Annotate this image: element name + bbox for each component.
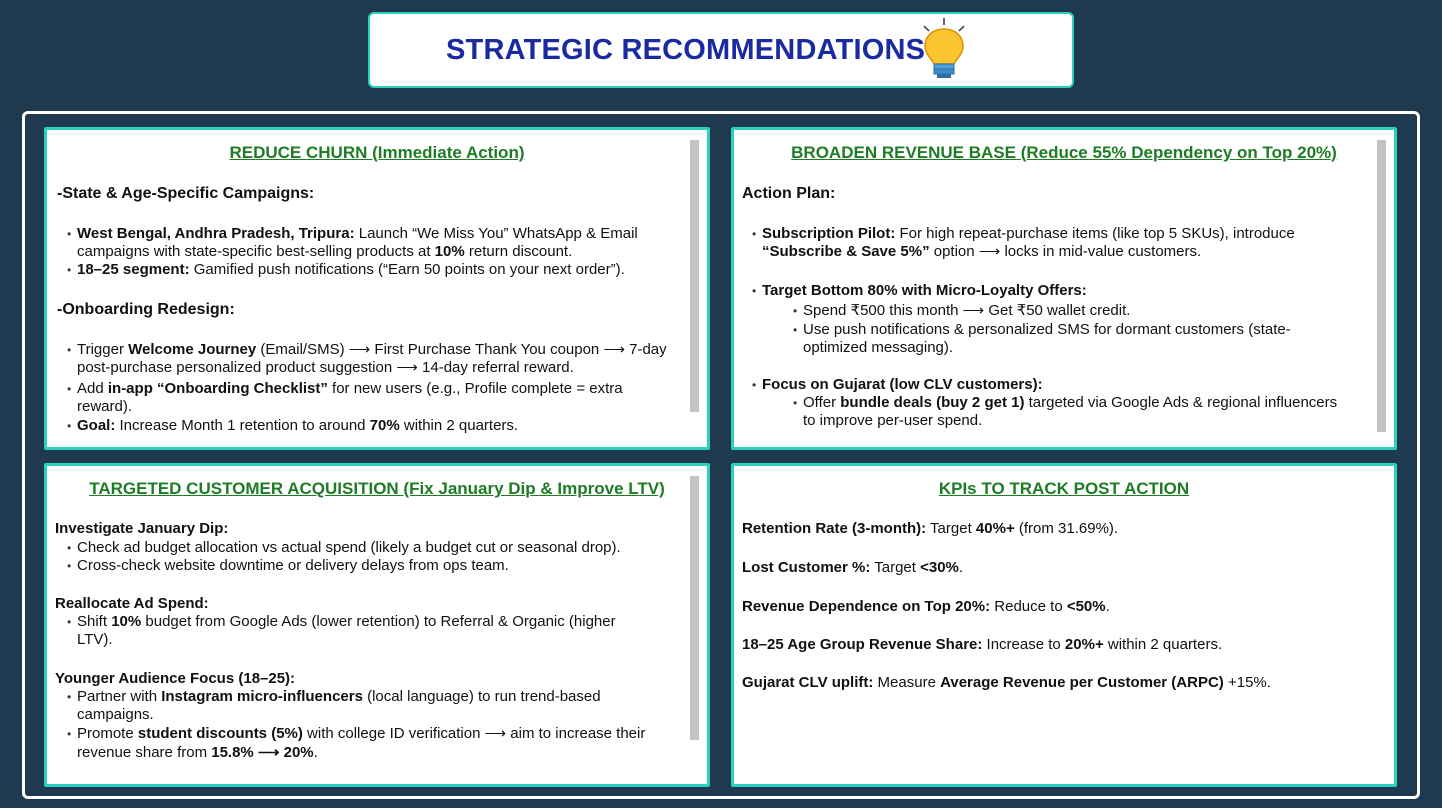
section-heading: Younger Audience Focus (18–25): <box>55 670 296 687</box>
list-item-cont: “Subscribe & Save 5%” option ⟶ locks in … <box>762 243 1202 260</box>
bullet-icon: • <box>67 419 72 433</box>
bullet-icon: • <box>67 559 72 573</box>
card-title: BROADEN REVENUE BASE (Reduce 55% Depende… <box>791 143 1337 162</box>
card-title: KPIs TO TRACK POST ACTION <box>938 479 1190 498</box>
bullet-icon: • <box>752 284 757 298</box>
section-heading: Reallocate Ad Spend: <box>55 595 209 612</box>
list-item: Add in-app “Onboarding Checklist” for ne… <box>77 380 623 397</box>
list-item: Focus on Gujarat (low CLV customers): <box>762 376 1043 393</box>
sub-list-item-cont: optimized messaging). <box>803 339 954 356</box>
reduce-churn-card: REDUCE CHURN (Immediate Action) -State &… <box>44 127 710 450</box>
bullet-icon: • <box>67 263 72 277</box>
kpi-item: 18–25 Age Group Revenue Share: Increase … <box>742 636 1223 653</box>
sub-list-item: Spend ₹500 this month ⟶ Get ₹50 wallet c… <box>803 302 1131 319</box>
scrollbar[interactable] <box>1377 140 1386 432</box>
bullet-icon: • <box>67 382 72 396</box>
content-frame <box>22 111 1420 799</box>
scrollbar[interactable] <box>690 140 699 412</box>
list-item: 18–25 segment: Gamified push notificatio… <box>77 261 625 278</box>
bullet-icon: • <box>67 227 72 241</box>
list-item-cont: LTV). <box>77 631 113 648</box>
list-item-cont: campaigns. <box>77 706 154 723</box>
lightbulb-icon <box>923 18 965 78</box>
kpis-card: KPIs TO TRACK POST ACTION Retention Rate… <box>731 463 1397 787</box>
bullet-icon: • <box>67 343 72 357</box>
section-heading: -State & Age-Specific Campaigns: <box>57 185 315 202</box>
list-item: Promote student discounts (5%) with coll… <box>77 725 646 742</box>
list-item: Shift 10% budget from Google Ads (lower … <box>77 613 616 630</box>
list-item: West Bengal, Andhra Pradesh, Tripura: La… <box>77 225 638 242</box>
kpi-item: Lost Customer %: Target <30%. <box>742 559 964 576</box>
section-heading: -Onboarding Redesign: <box>57 301 235 318</box>
list-item: Trigger Welcome Journey (Email/SMS) ⟶ Fi… <box>77 341 667 358</box>
card-title: REDUCE CHURN (Immediate Action) <box>229 143 525 162</box>
bullet-icon: • <box>752 378 757 392</box>
bullet-icon: • <box>793 304 798 318</box>
section-heading: Action Plan: <box>742 185 836 202</box>
kpi-item: Gujarat CLV uplift: Measure Average Reve… <box>742 674 1271 691</box>
sub-list-item-cont: to improve per-user spend. <box>803 412 983 429</box>
bullet-icon: • <box>793 396 798 410</box>
sub-list-item: Use push notifications & personalized SM… <box>803 321 1291 338</box>
bullet-icon: • <box>67 727 72 741</box>
list-item: Subscription Pilot: For high repeat-purc… <box>762 225 1295 242</box>
list-item: Goal: Increase Month 1 retention to arou… <box>77 417 519 434</box>
list-item-cont: campaigns with state-specific best-selli… <box>77 243 573 260</box>
section-heading: Investigate January Dip: <box>55 520 229 537</box>
sub-list-item: Offer bundle deals (buy 2 get 1) targete… <box>803 394 1338 411</box>
page-title: STRATEGIC RECOMMENDATIONS <box>446 34 926 66</box>
list-item: Check ad budget allocation vs actual spe… <box>77 539 621 556</box>
list-item-cont: reward). <box>77 398 133 415</box>
list-item-cont: post-purchase personalized product sugge… <box>77 359 574 376</box>
bullet-icon: • <box>67 615 72 629</box>
kpi-item: Retention Rate (3-month): Target 40%+ (f… <box>742 520 1119 537</box>
list-item: Target Bottom 80% with Micro-Loyalty Off… <box>762 282 1087 299</box>
bullet-icon: • <box>793 323 798 337</box>
list-item: Partner with Instagram micro-influencers… <box>77 688 601 705</box>
bullet-icon: • <box>752 227 757 241</box>
bullet-icon: • <box>67 690 72 704</box>
acquisition-card: TARGETED CUSTOMER ACQUISITION (Fix Janua… <box>44 463 710 787</box>
list-item: Cross-check website downtime or delivery… <box>77 557 509 574</box>
scrollbar[interactable] <box>690 476 699 740</box>
kpi-item: Revenue Dependence on Top 20%: Reduce to… <box>742 598 1110 615</box>
title-banner: STRATEGIC RECOMMENDATIONS <box>368 12 1074 88</box>
list-item-cont: revenue share from 15.8% ⟶ 20%. <box>77 744 318 761</box>
card-title: TARGETED CUSTOMER ACQUISITION (Fix Janua… <box>89 479 665 498</box>
bullet-icon: • <box>67 541 72 555</box>
revenue-base-card: BROADEN REVENUE BASE (Reduce 55% Depende… <box>731 127 1397 450</box>
